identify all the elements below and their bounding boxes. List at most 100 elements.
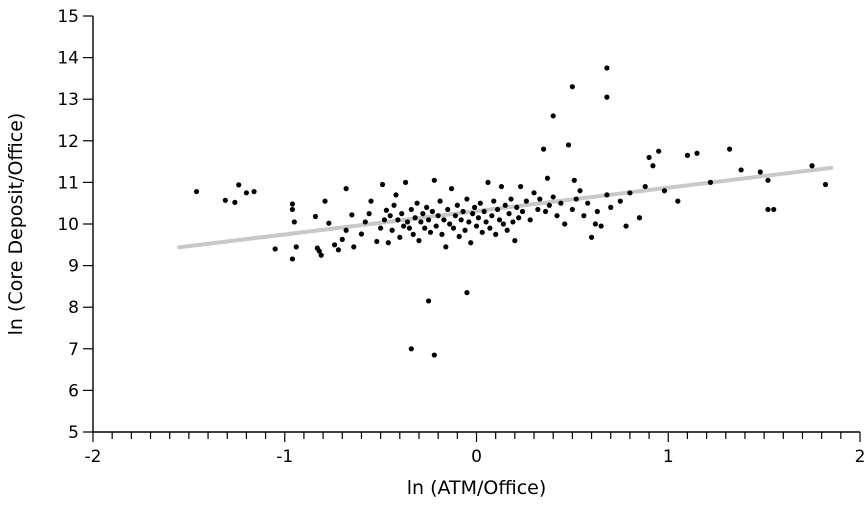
data-point [439,231,445,237]
data-point [351,244,357,250]
data-point [573,196,579,202]
data-point [481,208,487,215]
data-point [581,213,587,219]
data-point [420,211,426,217]
data-point [452,213,459,219]
data-point [381,217,388,223]
data-point [460,208,466,215]
points-layer [193,65,829,358]
data-point [470,211,476,217]
data-point [477,200,483,206]
data-point [289,206,296,213]
data-point [519,208,526,215]
data-point [479,229,485,235]
x-tick-label: 2 [855,447,865,467]
data-point [272,246,278,252]
data-point [464,290,470,296]
data-point [431,352,437,358]
data-point [366,211,372,217]
data-point [684,152,691,158]
data-point [642,183,648,190]
data-point [395,217,401,223]
data-point [389,227,395,233]
data-point [537,196,543,202]
data-point [594,208,600,215]
data-point [422,225,428,231]
data-point [397,234,403,240]
data-point [473,223,480,229]
y-tick-label: 15 [57,7,79,27]
data-point [402,179,409,185]
data-point [429,208,435,215]
data-point [316,248,322,254]
data-point [232,199,238,205]
data-point [554,213,560,219]
data-point [500,221,506,227]
data-point [427,229,434,235]
data-point [604,65,610,71]
data-point [489,213,495,219]
data-point [416,238,422,244]
data-point [512,238,518,244]
data-point [441,217,447,223]
data-point [458,217,464,223]
data-point [450,225,457,231]
data-point [508,196,514,202]
data-point [598,223,604,229]
data-point [425,217,432,223]
data-point [498,183,505,190]
y-axis-label: ln (Core Deposit/Office) [5,113,27,336]
data-point [448,186,455,192]
data-point [410,231,416,237]
data-point [401,223,407,229]
data-point [527,217,533,223]
data-point [312,213,319,220]
data-point [343,227,349,233]
data-point [431,177,437,183]
data-point [408,206,414,213]
data-point [368,198,374,204]
data-point [289,201,296,207]
data-point [387,213,393,219]
data-point [454,202,460,208]
data-point [506,211,512,217]
y-tick-label: 10 [57,215,79,235]
data-point [571,177,577,183]
data-point [569,84,575,90]
y-tick-label: 8 [68,298,79,318]
data-point [468,240,474,246]
data-point [326,220,332,226]
y-tick-label: 14 [57,49,79,69]
data-point [604,94,610,100]
x-ticks: -2 -1 0 1 2 [85,432,865,467]
data-point [608,204,614,210]
data-point [617,198,623,204]
data-point [491,198,497,204]
data-point [656,148,662,154]
data-point [445,206,451,213]
data-point [391,202,397,208]
data-point [322,198,328,204]
y-tick-label: 7 [68,340,79,360]
data-point [385,240,391,246]
x-tick-label: 0 [471,447,482,467]
data-point [335,247,342,253]
data-point [604,192,610,198]
data-point [504,227,510,233]
x-tick-label: -1 [276,447,293,467]
data-point [514,204,520,210]
data-point [562,221,568,227]
data-point [289,256,296,262]
data-point [343,186,349,192]
data-point [447,221,453,227]
data-point [502,202,508,208]
data-point [339,236,345,242]
data-point [569,206,575,213]
data-point [222,197,228,203]
data-point [406,225,412,231]
data-point [558,200,564,206]
data-point [494,206,501,213]
data-point [588,234,595,240]
y-tick-label: 9 [68,257,79,277]
